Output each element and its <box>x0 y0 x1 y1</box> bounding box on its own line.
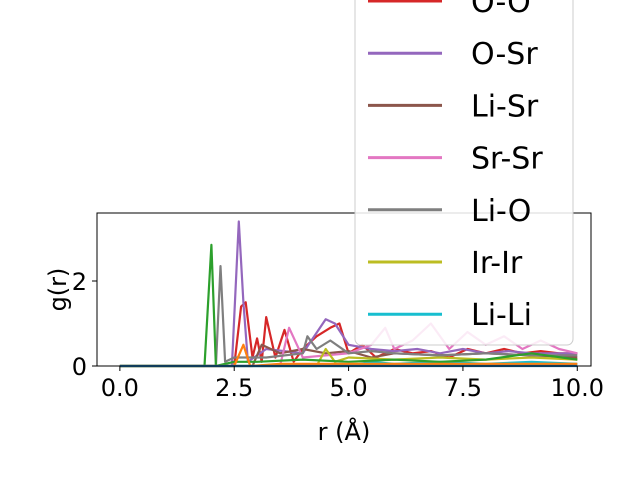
series-line-unlabeled-8 <box>119 343 578 368</box>
series-line-ir-ir <box>119 347 578 368</box>
x-tick-label: 0.0 <box>101 374 139 402</box>
legend-label-ir-ir: Ir-Ir <box>471 246 523 281</box>
series-line-o-sr <box>119 220 578 368</box>
legend-label-o-o: O-O <box>471 0 531 20</box>
series-line-li-o <box>119 265 578 368</box>
legend-label-li-o: Li-O <box>471 194 531 229</box>
y-tick-label: 0 <box>72 353 87 381</box>
y-axis-label: g(r) <box>44 268 72 312</box>
y-tick-label: 2 <box>72 268 87 296</box>
series-line-unlabeled-7 <box>119 243 578 368</box>
legend-label-li-li: Li-Li <box>471 298 532 333</box>
x-tick-label: 2.5 <box>215 374 253 402</box>
legend-label-sr-sr: Sr-Sr <box>471 142 543 177</box>
x-tick-label: 7.5 <box>444 374 482 402</box>
legend: O-O O-Sr Li-Sr Sr-Sr Li-O Ir-Ir Li-Li <box>354 0 574 346</box>
legend-label-o-sr: O-Sr <box>471 37 538 72</box>
x-axis-label: r (Å) <box>318 417 371 446</box>
legend-label-li-sr: Li-Sr <box>471 89 539 124</box>
y-axis: 02 <box>72 268 97 381</box>
x-tick-label: 10.0 <box>551 374 604 402</box>
legend-box <box>354 0 574 346</box>
x-axis: 0.0 2.5 5.0 7.5 10.0 <box>101 366 604 402</box>
x-tick-label: 5.0 <box>329 374 367 402</box>
plot-frame <box>96 212 592 367</box>
